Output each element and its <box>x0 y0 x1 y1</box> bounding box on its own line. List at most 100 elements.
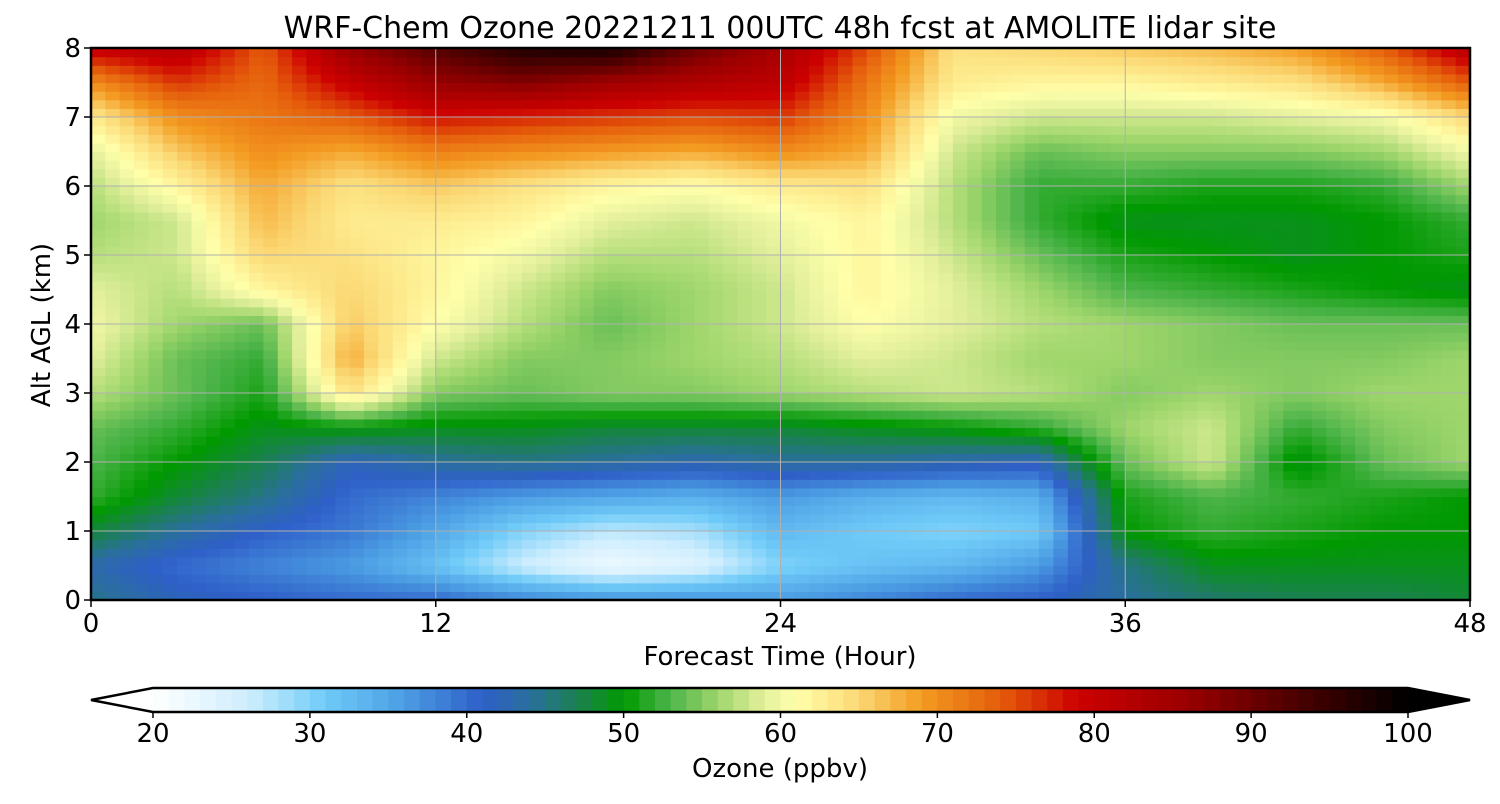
heatmap-cell <box>837 306 853 316</box>
heatmap-cell <box>91 565 106 575</box>
heatmap-cell <box>1168 513 1184 523</box>
heatmap-cell <box>579 487 595 498</box>
heatmap-cell <box>306 263 322 273</box>
heatmap-cell <box>1412 487 1428 498</box>
heatmap-cell <box>191 272 207 282</box>
heatmap-cell <box>1297 280 1313 291</box>
heatmap-cell <box>1182 289 1198 299</box>
heatmap-cell <box>450 315 466 325</box>
heatmap-cell <box>1067 479 1083 489</box>
heatmap-cell <box>1139 194 1155 204</box>
heatmap-cell <box>1211 384 1227 394</box>
heatmap-cell <box>1225 418 1241 429</box>
heatmap-cell <box>450 513 466 523</box>
heatmap-cell <box>1426 229 1442 239</box>
heatmap-cell <box>1283 556 1299 567</box>
heatmap-cell <box>1398 427 1414 437</box>
heatmap-cell <box>1340 203 1356 213</box>
heatmap-cell <box>995 306 1011 316</box>
heatmap-cell <box>866 151 882 161</box>
heatmap-cell <box>550 367 566 377</box>
heatmap-cell <box>909 505 925 515</box>
heatmap-cell <box>363 531 379 541</box>
heatmap-cell <box>909 462 925 472</box>
heatmap-cell <box>622 367 638 377</box>
heatmap-cell <box>105 168 121 178</box>
heatmap-cell <box>407 177 422 187</box>
heatmap-cell <box>1254 332 1270 342</box>
heatmap-cell <box>1067 444 1083 454</box>
heatmap-cell <box>780 341 796 351</box>
heatmap-cell <box>91 255 106 265</box>
heatmap-cell <box>909 341 925 351</box>
heatmap-cell <box>1139 418 1155 429</box>
heatmap-cell <box>1024 367 1040 377</box>
heatmap-cell <box>378 332 394 342</box>
heatmap-cell <box>407 401 422 411</box>
heatmap-cell <box>1211 513 1227 523</box>
heatmap-cell <box>1441 453 1457 463</box>
heatmap-cell <box>507 246 523 256</box>
heatmap-cell <box>1010 298 1026 308</box>
heatmap-cell <box>105 160 121 170</box>
heatmap-cell <box>464 496 480 506</box>
heatmap-cell <box>981 151 997 161</box>
heatmap-cell <box>708 418 724 429</box>
heatmap-cell <box>292 496 308 506</box>
heatmap-cell <box>608 151 624 161</box>
heatmap-cell <box>565 220 580 230</box>
heatmap-cell <box>837 332 853 342</box>
heatmap-cell <box>1355 177 1371 187</box>
heatmap-cell <box>249 306 264 316</box>
heatmap-cell <box>1010 574 1026 584</box>
heatmap-cell <box>363 462 379 472</box>
heatmap-cell <box>1340 229 1356 239</box>
heatmap-cell <box>1153 203 1169 213</box>
heatmap-cell <box>435 574 451 584</box>
heatmap-cell <box>794 384 810 394</box>
heatmap-cell <box>1311 358 1327 368</box>
heatmap-cell <box>550 315 566 325</box>
heatmap-cell <box>507 280 523 291</box>
heatmap-cell <box>421 462 437 472</box>
heatmap-cell <box>1039 539 1055 549</box>
heatmap-cell <box>1283 522 1299 532</box>
heatmap-cell <box>794 289 810 299</box>
heatmap-cell <box>1268 349 1284 360</box>
heatmap-cell <box>162 332 178 342</box>
heatmap-cell <box>536 263 552 273</box>
heatmap-cell <box>1254 565 1270 575</box>
heatmap-cell <box>507 487 523 498</box>
heatmap-cell <box>1355 272 1371 282</box>
heatmap-cell <box>608 255 624 265</box>
heatmap-cell <box>450 539 466 549</box>
heatmap-cell <box>636 522 652 532</box>
heatmap-cell <box>493 280 509 291</box>
heatmap-cell <box>277 436 293 446</box>
heatmap-cell <box>751 393 767 403</box>
heatmap-cell <box>852 418 868 429</box>
heatmap-cell <box>162 349 178 360</box>
heatmap-cell <box>1283 470 1299 480</box>
heatmap-cell <box>823 548 839 558</box>
heatmap-cell <box>694 211 710 222</box>
heatmap-cell <box>1082 194 1098 204</box>
heatmap-cell <box>809 203 825 213</box>
heatmap-cell <box>450 211 466 222</box>
heatmap-cell <box>636 280 652 291</box>
heatmap-cell <box>1426 272 1442 282</box>
heatmap-cell <box>1082 531 1098 541</box>
heatmap-cell <box>1168 177 1184 187</box>
heatmap-cell <box>1010 375 1026 385</box>
heatmap-cell <box>407 479 422 489</box>
heatmap-cell <box>1110 462 1126 472</box>
heatmap-cell <box>909 453 925 463</box>
heatmap-cell <box>794 565 810 575</box>
heatmap-cell <box>852 220 868 230</box>
heatmap-cell <box>622 306 638 316</box>
heatmap-cell <box>105 332 121 342</box>
heatmap-cell <box>1153 462 1169 472</box>
heatmap-cell <box>392 496 408 506</box>
heatmap-cell <box>521 522 537 532</box>
heatmap-cell <box>1455 151 1471 161</box>
